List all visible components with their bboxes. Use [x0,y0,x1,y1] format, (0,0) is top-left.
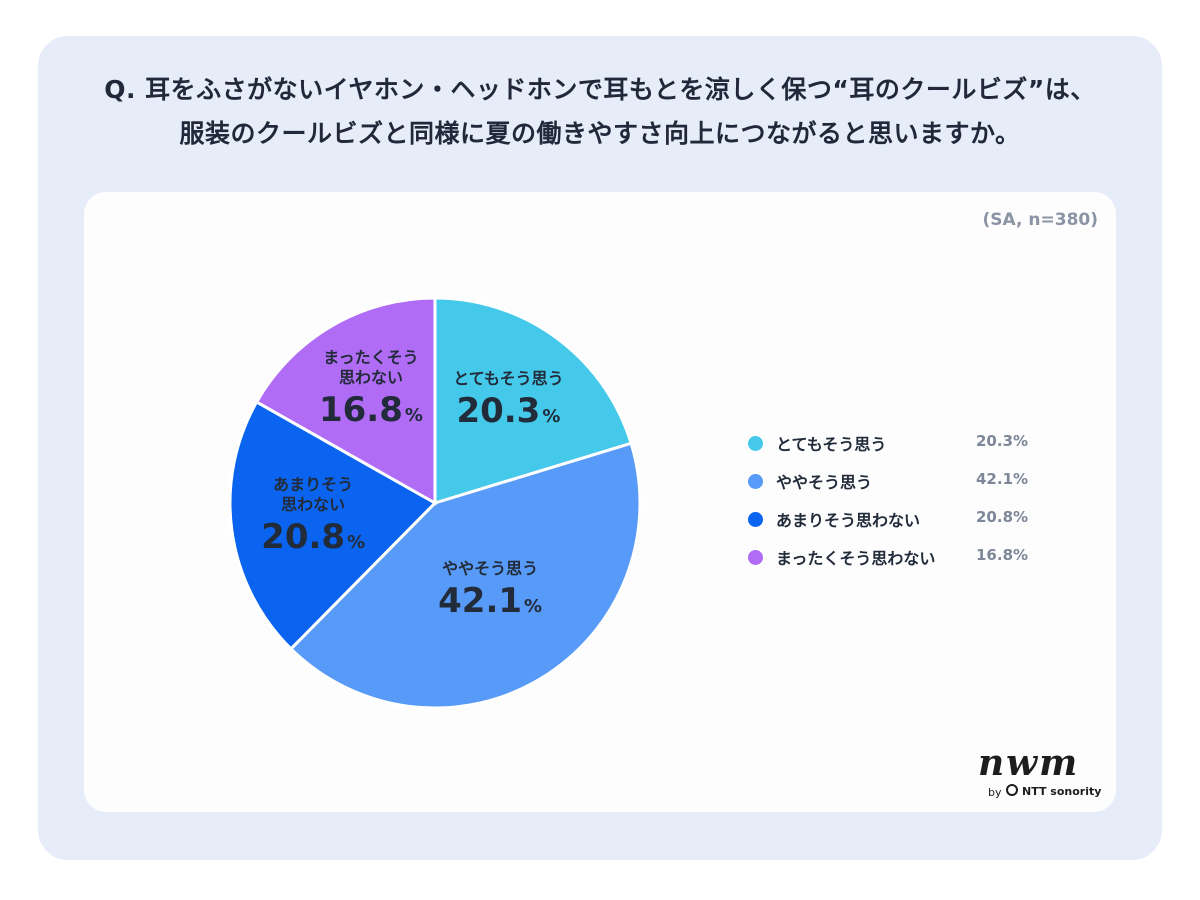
legend-label: まったくそう思わない [776,549,936,568]
legend-value: 20.8% [976,508,1029,526]
slice-category-label: ややそう思う [442,559,539,579]
slice-category-label: まったくそう 思わない [323,348,419,388]
legend-swatch [748,512,763,527]
slice-value-unit: % [542,406,561,428]
sample-size-note: (SA, n=380) [982,210,1098,230]
slice-category-label: とてもそう思う [453,369,564,389]
slice-value-number: 16.8 [318,390,403,431]
question-line-2: 服装のクールビズと同様に夏の働きやすさ向上につながると思いますか。 [179,119,1021,148]
slice-value-unit: % [347,531,366,553]
brand-logo: nwm by NTT sonority [974,742,1104,802]
brand-wordmark: nwm [978,742,1080,784]
ntt-logo-icon [1006,784,1018,796]
question-line-1: Q. 耳をふさがないイヤホン・ヘッドホンで耳もとを涼しく保つ“耳のクールビズ”は… [104,75,1096,104]
legend-label: ややそう思う [776,473,873,492]
brand-by-text: by [988,786,1002,799]
slice-label: まったくそう 思わない 16.8% [319,348,423,438]
slice-label: ややそう思う 42.1% [438,559,542,629]
pie-slice [433,296,633,506]
legend-value: 42.1% [976,470,1029,488]
legend-item: とてもそう思う 20.3% [744,428,1044,466]
brand-company: NTT sonority [1022,785,1102,798]
legend-swatch [748,436,763,451]
slice-value-label: 16.8% [319,388,423,438]
legend-item: あまりそう思わない 20.8% [744,504,1044,542]
question-title: Q. 耳をふさがないイヤホン・ヘッドホンで耳もとを涼しく保つ“耳のクールビズ”は… [0,68,1200,156]
slice-value-number: 42.1 [438,581,523,622]
slice-value-number: 20.3 [456,391,541,432]
slice-value-label: 42.1% [438,579,542,629]
legend-value: 16.8% [976,546,1029,564]
pie-slice [288,441,642,710]
slice-label: あまりそう 思わない 20.8% [261,475,365,565]
legend-item: まったくそう思わない 16.8% [744,542,1044,580]
pie-slice [254,296,437,506]
pie-slice [228,399,438,651]
legend-swatch [748,550,763,565]
legend-value: 20.3% [976,432,1029,450]
slice-value-unit: % [524,596,543,618]
legend-swatch [748,474,763,489]
slice-value-unit: % [404,405,423,427]
slice-value-number: 20.8 [261,516,346,557]
legend-item: ややそう思う 42.1% [744,466,1044,504]
slice-label: とてもそう思う 20.3% [453,369,563,439]
slice-category-label: あまりそう 思わない [273,474,354,514]
legend-label: とてもそう思う [776,435,887,454]
slice-value-label: 20.3% [453,389,563,439]
slice-value-label: 20.8% [261,515,365,565]
legend-label: あまりそう思わない [776,511,921,530]
legend: とてもそう思う 20.3% ややそう思う 42.1% あまりそう思わない 20.… [744,428,1044,580]
